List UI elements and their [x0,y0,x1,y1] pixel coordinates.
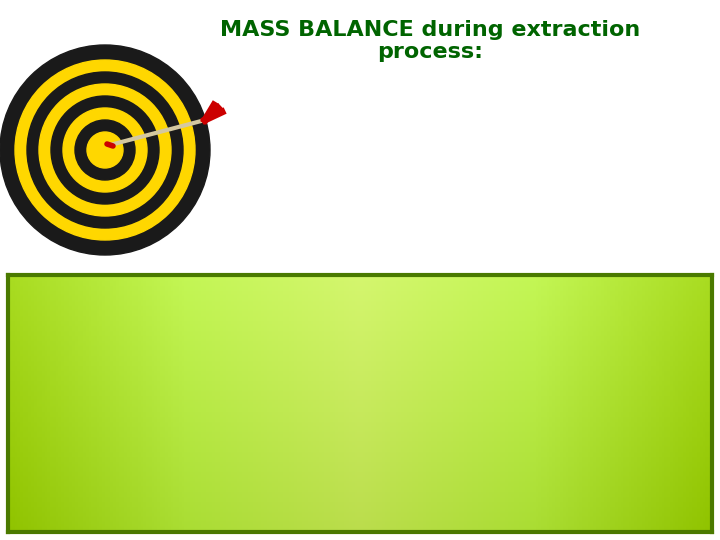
Text: =: = [350,328,370,352]
Text: Total OIL output: Total OIL output [246,351,474,375]
Text: EXTRACTED OIL: EXTRACTED OIL [250,446,470,470]
Text: olive residues): olive residues) [267,400,453,420]
Circle shape [87,132,123,168]
Circle shape [15,60,195,240]
Text: process:: process: [377,42,483,62]
Circle shape [97,142,113,158]
Circle shape [0,45,210,255]
Circle shape [51,96,159,204]
Circle shape [39,84,171,216]
Text: MASS BALANCE during extraction: MASS BALANCE during extraction [220,20,640,40]
Circle shape [63,108,147,192]
Text: Total OIL entrance: Total OIL entrance [231,280,489,304]
Circle shape [5,50,205,250]
Text: +: + [350,421,370,445]
Circle shape [75,120,135,180]
Circle shape [27,72,183,228]
Text: (kg of the olive residues x % of oil inside the: (kg of the olive residues x % of oil ins… [79,377,641,397]
Text: (kg of crushed fruits x % of oil inside the olives): (kg of crushed fruits x % of oil inside … [58,306,662,326]
